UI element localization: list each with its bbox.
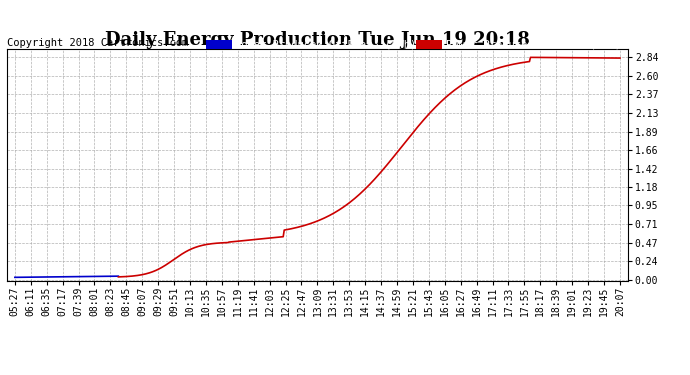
Legend: Power Produced OffPeak  (kWh), Power Produced OnPeak  (kWh): Power Produced OffPeak (kWh), Power Prod… [204,38,622,52]
Title: Daily Energy Production Tue Jun 19 20:18: Daily Energy Production Tue Jun 19 20:18 [105,31,530,49]
Text: Copyright 2018 Cartronics.com: Copyright 2018 Cartronics.com [7,38,188,48]
